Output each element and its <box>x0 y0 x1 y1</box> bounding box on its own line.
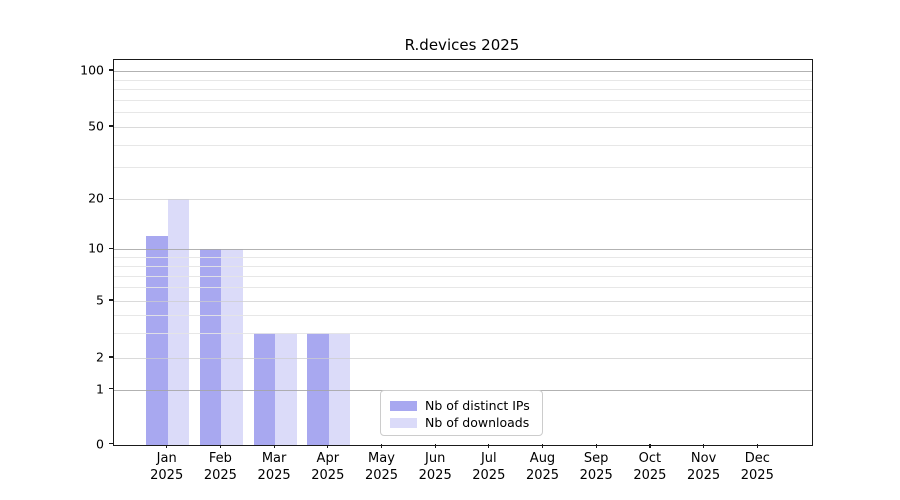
y-tick-label-10: 10 <box>88 240 104 256</box>
x-tick-mark-feb <box>219 444 222 448</box>
y-tick-mark-0 <box>109 442 113 445</box>
y-tick-label-50: 50 <box>88 118 104 134</box>
gridline-5 <box>114 301 812 302</box>
bar-downloads-mar <box>275 332 297 445</box>
gridline-90 <box>114 79 812 81</box>
y-tick-label-2: 2 <box>96 349 104 365</box>
x-tick-label-sep: Sep 2025 <box>579 451 613 483</box>
y-tick-label-1: 1 <box>96 381 104 397</box>
x-tick-mark-jan <box>166 444 168 448</box>
x-tick-mark-apr <box>327 444 329 448</box>
gridline-7 <box>114 275 812 277</box>
gridline-2 <box>114 358 812 359</box>
x-tick-label-dec: Dec 2025 <box>740 451 774 483</box>
gridline-30 <box>114 167 812 169</box>
x-tick-label-aug: Aug 2025 <box>525 451 560 483</box>
gridline-100 <box>114 71 812 73</box>
legend-label-distinct-ips: Nb of distinct IPs <box>425 398 530 413</box>
y-tick-label-100: 100 <box>80 62 104 78</box>
y-tick-mark-50 <box>109 125 113 127</box>
gridline-9 <box>114 257 812 259</box>
x-tick-mark-oct <box>649 444 651 448</box>
gridline-50 <box>114 127 812 128</box>
gridline-3 <box>114 332 812 334</box>
gridline-6 <box>114 287 812 289</box>
gridline-60 <box>114 112 812 114</box>
x-tick-mark-sep <box>595 444 597 448</box>
bars-layer <box>114 60 812 445</box>
legend-item-downloads: Nb of downloads <box>390 414 533 431</box>
x-tick-mark-may <box>380 444 383 448</box>
gridline-40 <box>114 144 812 146</box>
x-tick-label-mar: Mar 2025 <box>257 451 291 483</box>
x-tick-label-feb: Feb 2025 <box>203 451 237 483</box>
x-tick-label-jun: Jun 2025 <box>418 451 452 483</box>
gridline-10 <box>114 249 812 251</box>
grid-layer <box>114 60 812 445</box>
y-tick-mark-1 <box>109 388 113 390</box>
x-tick-label-may: May 2025 <box>364 451 399 483</box>
gridline-70 <box>114 99 812 101</box>
gridline-80 <box>114 89 812 90</box>
x-tick-mark-jul <box>488 444 490 448</box>
plot-area <box>113 59 813 446</box>
x-tick-mark-aug <box>541 444 544 448</box>
y-tick-mark-10 <box>109 247 113 249</box>
y-tick-mark-2 <box>109 356 113 358</box>
legend: Nb of distinct IPs Nb of downloads <box>380 390 543 436</box>
bar-ips-mar <box>253 332 276 445</box>
x-tick-label-nov: Nov 2025 <box>687 451 721 483</box>
legend-item-distinct-ips: Nb of distinct IPs <box>390 397 533 414</box>
legend-swatch-downloads <box>390 417 417 428</box>
gridline-8 <box>114 265 812 267</box>
chart-title: R.devices 2025 <box>404 36 520 54</box>
gridline-20 <box>114 199 812 201</box>
x-tick-label-jul: Jul 2025 <box>472 451 506 483</box>
x-tick-mark-dec <box>756 444 758 448</box>
y-tick-label-5: 5 <box>96 292 104 308</box>
gridline-4 <box>114 314 812 316</box>
x-tick-mark-nov <box>703 444 705 448</box>
bar-ips-apr <box>307 332 329 445</box>
y-tick-mark-20 <box>109 197 113 199</box>
y-tick-label-0: 0 <box>96 436 104 451</box>
y-tick-mark-5 <box>109 299 113 301</box>
legend-label-downloads: Nb of downloads <box>425 415 530 430</box>
x-tick-label-oct: Oct 2025 <box>633 451 667 483</box>
bar-ips-feb <box>199 249 222 445</box>
bar-downloads-jan <box>167 199 190 445</box>
legend-swatch-distinct-ips <box>390 400 417 411</box>
bar-downloads-feb <box>221 249 243 445</box>
y-tick-mark-100 <box>109 69 113 71</box>
bar-ips-jan <box>146 236 168 445</box>
x-tick-mark-mar <box>273 444 275 448</box>
x-tick-label-jan: Jan 2025 <box>150 451 184 483</box>
y-tick-label-20: 20 <box>88 190 104 206</box>
x-tick-label-apr: Apr 2025 <box>311 451 345 483</box>
bar-downloads-apr <box>328 332 351 445</box>
x-tick-mark-jun <box>434 444 436 448</box>
